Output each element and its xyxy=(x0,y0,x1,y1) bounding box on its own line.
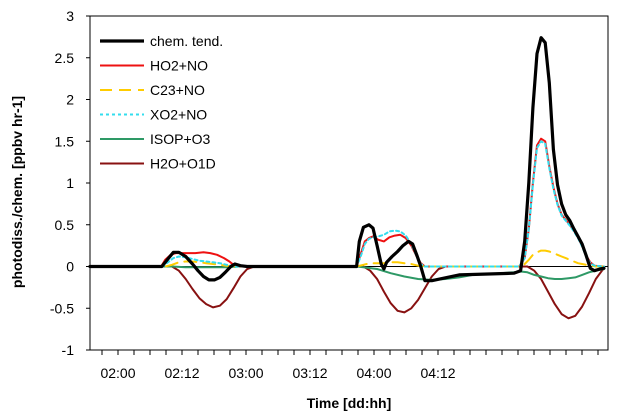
y-tick-label: 0.5 xyxy=(55,217,75,233)
legend-label: chem. tend. xyxy=(150,33,223,49)
x-axis-title: Time [dd:hh] xyxy=(307,395,392,411)
y-tick-label: -0.5 xyxy=(50,300,74,316)
x-tick-label: 02:00 xyxy=(100,365,135,381)
series-layer xyxy=(88,36,606,320)
y-tick-label: 0 xyxy=(66,259,74,275)
y-axis: -1 -0.5 0 0.5 1 1.5 2 2.5 3 xyxy=(50,8,90,358)
series-line-xo2-no xyxy=(89,140,605,268)
y-tick-label: 3 xyxy=(66,8,74,24)
series-line-isop-o3 xyxy=(89,265,605,281)
x-tick-label: 04:00 xyxy=(356,365,391,381)
x-tick-label: 03:12 xyxy=(292,365,327,381)
y-axis-title: photodiss./chem. [ppbv hr-1] xyxy=(9,96,25,288)
y-tick-label: 1 xyxy=(66,175,74,191)
x-axis: 02:00 02:12 03:00 03:12 04:00 04:12 xyxy=(100,350,599,381)
y-tick-label: -1 xyxy=(62,342,75,358)
x-tick-label: 02:12 xyxy=(164,365,199,381)
legend-label: XO2+NO xyxy=(150,107,207,123)
legend-label: C23+NO xyxy=(150,82,205,98)
y-tick-label: 2 xyxy=(66,92,74,108)
series-line-c23-no xyxy=(89,249,605,268)
y-tick-label: 1.5 xyxy=(55,133,75,149)
x-tick-label: 04:12 xyxy=(420,365,455,381)
legend: chem. tend. HO2+NO C23+NO XO2+NO ISOP+O3 H2O+… xyxy=(100,33,223,172)
legend-label: ISOP+O3 xyxy=(150,131,211,147)
y-tick-label: 2.5 xyxy=(55,50,75,66)
x-tick-label: 03:00 xyxy=(228,365,263,381)
series-line-h2o-o1d xyxy=(89,265,605,320)
legend-label: H2O+O1D xyxy=(150,156,216,172)
legend-label: HO2+NO xyxy=(150,58,208,74)
series-line-chem-tend- xyxy=(88,36,606,283)
